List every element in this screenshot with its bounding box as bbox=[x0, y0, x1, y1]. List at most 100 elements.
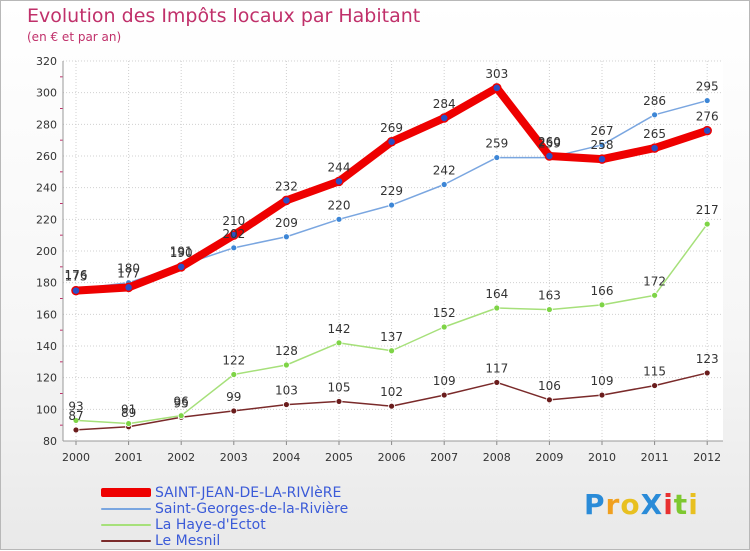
logo-letter: t bbox=[673, 488, 689, 521]
data-point bbox=[230, 407, 238, 415]
chart-title: Evolution des Impôts locaux par Habitant bbox=[27, 5, 421, 27]
y-tick-label: 200 bbox=[36, 245, 57, 258]
data-label: 175 bbox=[65, 270, 88, 284]
data-label: 303 bbox=[485, 67, 508, 81]
data-label: 202 bbox=[222, 227, 245, 241]
data-point bbox=[597, 154, 607, 164]
data-point bbox=[386, 137, 397, 147]
data-label: 276 bbox=[696, 110, 719, 124]
data-label: 180 bbox=[117, 262, 140, 276]
data-point bbox=[703, 220, 711, 228]
data-label: 176 bbox=[65, 268, 88, 282]
data-label: 89 bbox=[121, 406, 136, 420]
data-point bbox=[335, 215, 343, 223]
data-point bbox=[123, 282, 134, 293]
legend-label: SAINT-JEAN-DE-LA-RIVIèRE bbox=[155, 485, 342, 501]
data-point bbox=[702, 125, 712, 136]
data-label: 286 bbox=[643, 94, 666, 108]
data-label: 166 bbox=[591, 284, 614, 298]
data-point bbox=[282, 361, 290, 369]
logo-letter: r bbox=[605, 488, 621, 521]
x-tick-label: 2007 bbox=[430, 451, 458, 464]
data-label: 244 bbox=[328, 160, 351, 174]
x-tick-label: 2012 bbox=[693, 451, 721, 464]
data-label: 217 bbox=[696, 203, 719, 217]
data-label: 109 bbox=[433, 374, 456, 388]
legend-swatch bbox=[101, 540, 151, 542]
data-label: 102 bbox=[380, 385, 403, 399]
y-tick-label: 240 bbox=[36, 182, 57, 195]
x-tick-label: 2003 bbox=[220, 451, 248, 464]
data-point bbox=[230, 371, 238, 378]
grid bbox=[63, 60, 723, 442]
data-point bbox=[440, 391, 448, 399]
data-point bbox=[598, 391, 606, 399]
y-tick-label: 300 bbox=[36, 87, 57, 100]
y-tick-label: 180 bbox=[36, 277, 57, 290]
x-tick-label: 2002 bbox=[167, 451, 195, 464]
y-tick-label: 320 bbox=[36, 55, 57, 68]
x-tick-label: 2009 bbox=[535, 451, 563, 464]
data-point bbox=[546, 306, 553, 313]
data-label: 267 bbox=[591, 124, 614, 138]
x-tick-label: 2011 bbox=[641, 451, 669, 464]
data-label: 210 bbox=[222, 214, 245, 228]
data-label: 87 bbox=[68, 409, 83, 423]
data-label: 258 bbox=[591, 138, 614, 152]
data-point bbox=[651, 382, 658, 389]
x-tick-label: 2000 bbox=[62, 451, 90, 464]
data-label: 93 bbox=[68, 399, 83, 413]
data-label: 242 bbox=[433, 164, 456, 178]
data-point bbox=[493, 304, 501, 312]
chart-subtitle: (en € et par an) bbox=[27, 30, 122, 44]
y-tick-label: 80 bbox=[43, 435, 57, 448]
data-point bbox=[493, 154, 501, 161]
data-point bbox=[125, 420, 132, 427]
data-label: 91 bbox=[121, 403, 136, 417]
axes: 80 100 120 140 160 180 200 220 240 260 280 300 320 20… bbox=[36, 55, 723, 464]
data-point bbox=[598, 301, 606, 309]
data-point bbox=[546, 396, 553, 404]
data-point bbox=[281, 195, 292, 206]
data-label: 96 bbox=[174, 395, 189, 409]
data-label: 95 bbox=[174, 396, 189, 410]
data-point bbox=[282, 233, 290, 241]
data-label: 99 bbox=[226, 390, 241, 404]
data-label: 209 bbox=[275, 216, 298, 230]
data-point bbox=[598, 141, 606, 149]
legend-label: Saint-Georges-de-la-Rivière bbox=[155, 501, 349, 517]
data-point bbox=[177, 412, 185, 420]
proxiti-logo: ProXiti bbox=[584, 488, 699, 521]
data-label: 220 bbox=[328, 198, 351, 212]
x-tick-label: 2005 bbox=[325, 451, 353, 464]
data-point bbox=[335, 339, 343, 347]
data-label: 191 bbox=[170, 244, 193, 258]
data-point bbox=[335, 398, 343, 405]
data-point bbox=[440, 323, 448, 331]
data-label: 284 bbox=[433, 97, 456, 111]
data-point bbox=[72, 417, 80, 424]
data-point bbox=[492, 83, 502, 93]
data-point bbox=[651, 291, 658, 299]
logo-letter: X bbox=[640, 488, 664, 521]
x-tick-label: 2004 bbox=[272, 451, 300, 464]
logo-letter: i bbox=[688, 488, 699, 521]
legend-swatch bbox=[101, 524, 151, 526]
data-label: 232 bbox=[275, 179, 298, 193]
data-label: 172 bbox=[643, 274, 666, 288]
data-point bbox=[72, 426, 80, 434]
series-group bbox=[71, 83, 712, 434]
x-tick-label: 2010 bbox=[588, 451, 616, 464]
data-label: 103 bbox=[275, 384, 298, 398]
data-label: 229 bbox=[380, 184, 403, 198]
data-label: 105 bbox=[328, 380, 351, 394]
y-tick-label: 260 bbox=[36, 150, 57, 163]
logo-letter: P bbox=[584, 488, 606, 521]
data-label: 137 bbox=[380, 330, 403, 344]
y-tick-label: 280 bbox=[36, 118, 57, 131]
y-tick-label: 120 bbox=[36, 372, 57, 385]
data-point bbox=[71, 285, 81, 296]
data-point bbox=[388, 402, 396, 410]
